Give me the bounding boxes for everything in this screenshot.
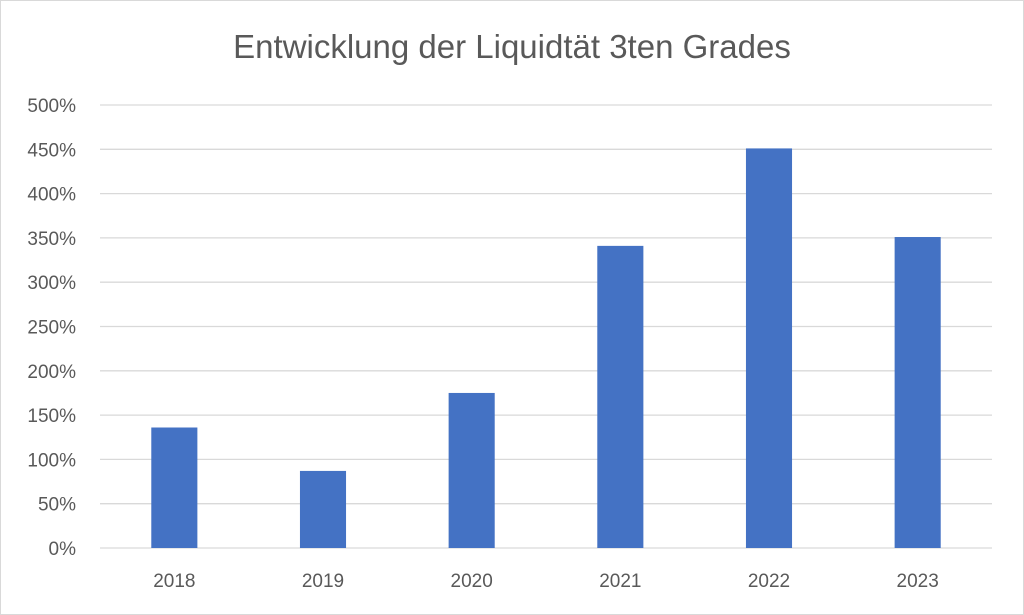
bars bbox=[151, 148, 941, 548]
y-tick-label: 250% bbox=[27, 318, 76, 339]
bar-2021 bbox=[597, 245, 644, 548]
x-tick-label: 2018 bbox=[153, 571, 195, 592]
y-tick-label: 300% bbox=[27, 273, 76, 294]
y-tick-label: 0% bbox=[49, 539, 77, 560]
y-tick-label: 350% bbox=[27, 229, 76, 250]
x-tick-label: 2023 bbox=[897, 571, 939, 592]
y-tick-label: 450% bbox=[27, 140, 76, 161]
x-tick-label: 2019 bbox=[302, 571, 344, 592]
x-tick-label: 2020 bbox=[451, 571, 493, 592]
bar-2022 bbox=[745, 148, 793, 548]
bar-2019 bbox=[299, 470, 347, 548]
bar-2020 bbox=[448, 392, 495, 548]
y-tick-label: 100% bbox=[27, 450, 76, 471]
x-tick-label: 2022 bbox=[748, 571, 790, 592]
y-tick-label: 200% bbox=[27, 362, 76, 383]
x-axis-tick-labels: 2018 2019 2020 2021 2022 2023 bbox=[153, 571, 939, 592]
bar-2023 bbox=[894, 237, 941, 548]
x-tick-label: 2021 bbox=[599, 571, 641, 592]
y-tick-label: 400% bbox=[27, 185, 76, 206]
gridlines bbox=[100, 104, 992, 549]
bar-2018 bbox=[151, 427, 198, 548]
y-tick-label: 150% bbox=[27, 406, 76, 427]
y-tick-label: 50% bbox=[38, 495, 76, 516]
y-tick-label: 500% bbox=[27, 96, 76, 117]
y-axis-tick-labels: 0% 50% 100% 150% 200% 250% 300% 350% 400% 450% 500… bbox=[27, 96, 76, 560]
chart-title: Entwicklung der Liquidtät 3ten Grades bbox=[233, 28, 791, 65]
